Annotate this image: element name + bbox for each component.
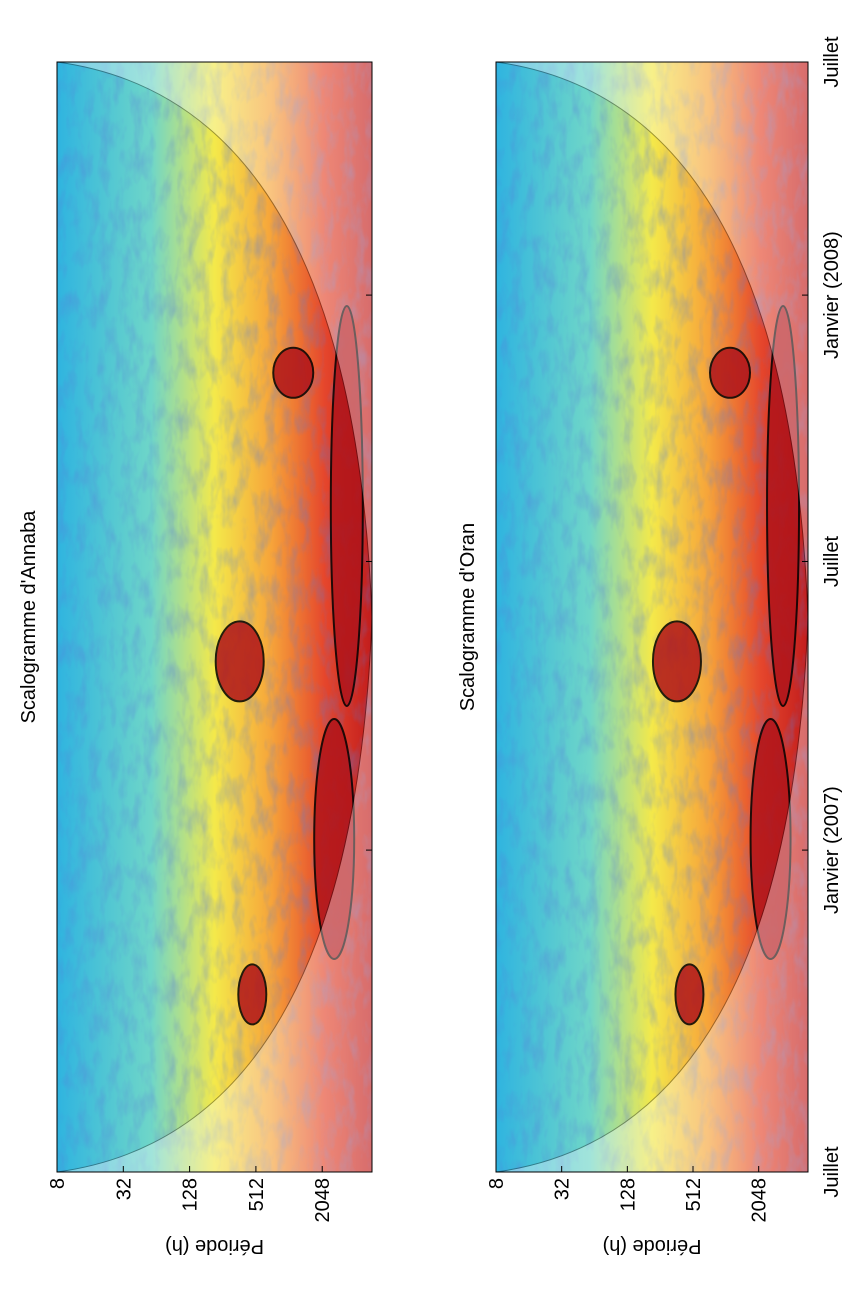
x-tick-label: Juillet <box>821 535 843 587</box>
heatmap-texture <box>57 62 372 1172</box>
cone-of-influence <box>495 61 809 1173</box>
hot-region <box>272 346 315 399</box>
hot-region <box>214 620 265 703</box>
heatmap-texture <box>496 62 808 1172</box>
plot-frame <box>495 61 809 1173</box>
chart-title: Scalogramme d'Oran <box>457 523 479 711</box>
x-tick-label: Juillet <box>821 1146 843 1198</box>
hot-region <box>749 718 792 960</box>
hot-region <box>313 718 356 960</box>
cone-of-influence <box>56 61 373 1173</box>
hot-region <box>709 346 751 399</box>
hot-region <box>766 305 801 707</box>
y-tick-label: 8 <box>486 1178 508 1189</box>
y-axis-label: Période (h) <box>603 1235 702 1257</box>
y-tick-label: 512 <box>683 1178 705 1211</box>
y-tick-label: 2048 <box>749 1178 771 1223</box>
y-tick-label: 2048 <box>312 1178 334 1223</box>
hot-region <box>237 963 268 1026</box>
chart-title: Scalogramme d'Annaba <box>18 510 40 724</box>
y-tick-label: 128 <box>180 1178 202 1211</box>
y-axis-label: Période (h) <box>165 1235 264 1257</box>
hot-region <box>329 305 364 707</box>
x-tick-label: Janvier (2007) <box>821 786 843 914</box>
y-tick-label: 512 <box>246 1178 268 1211</box>
y-tick-label: 32 <box>552 1178 574 1200</box>
y-tick-label: 32 <box>113 1178 135 1200</box>
hot-region <box>651 620 702 703</box>
x-tick-label: Juillet <box>821 36 843 88</box>
x-tick-label: Janvier (2008) <box>821 231 843 359</box>
y-tick-label: 8 <box>47 1178 69 1189</box>
plot-frame <box>56 61 373 1173</box>
y-tick-label: 128 <box>617 1178 639 1211</box>
hot-region <box>674 963 705 1026</box>
